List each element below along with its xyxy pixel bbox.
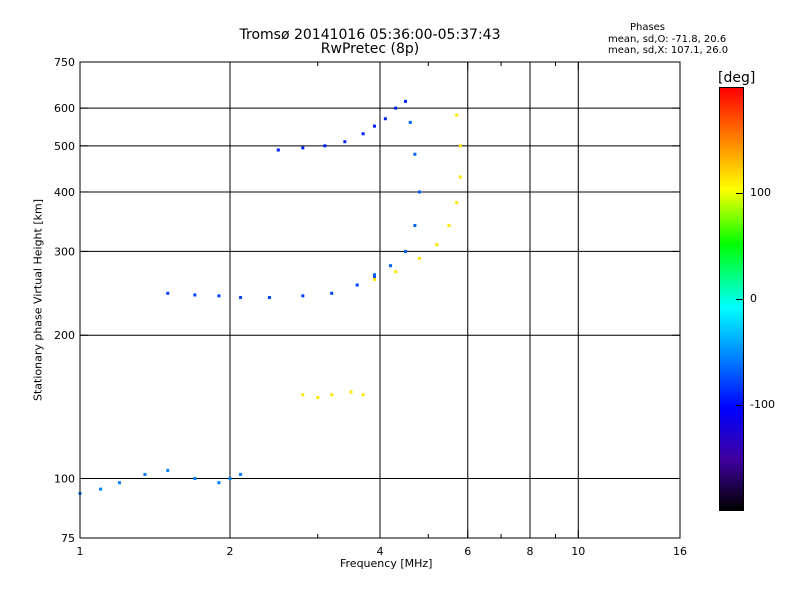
echo-point <box>239 472 243 476</box>
ticks-layer: 1 2 4 6 8 10 16 75 100 200 300 400 500 600 750 <box>54 56 687 558</box>
echo-point <box>408 120 412 124</box>
echo-point <box>394 106 398 110</box>
echo-point <box>458 144 462 148</box>
x-tick-label: 2 <box>227 545 234 558</box>
x-tick-label: 10 <box>571 545 585 558</box>
y-tick-label: 100 <box>54 473 75 486</box>
echo-point <box>228 477 232 481</box>
y-tick-label: 750 <box>54 56 75 69</box>
colorbar-tick <box>736 405 744 406</box>
phases-o-stats: mean, sd,O: -71.8, 20.6 <box>608 34 727 45</box>
echo-point <box>316 395 320 399</box>
echo-point <box>413 224 417 228</box>
x-tick-label: 4 <box>377 545 384 558</box>
echo-point <box>394 270 398 274</box>
echo-point <box>373 277 377 281</box>
echo-point <box>361 132 365 136</box>
echo-point <box>217 481 221 485</box>
colorbar-tick-label: 0 <box>750 292 757 305</box>
colorbar-tick <box>736 299 744 300</box>
y-tick-label: 200 <box>54 329 75 342</box>
echo-point <box>435 243 439 247</box>
y-tick-label: 400 <box>54 186 75 199</box>
chart-subtitle: RwPretec (8p) <box>320 41 420 57</box>
echo-point <box>217 294 221 298</box>
echo-point <box>330 291 334 295</box>
echo-point <box>276 148 280 152</box>
colorbar-tick-label: -100 <box>750 398 775 411</box>
echo-point <box>330 393 334 397</box>
echo-point <box>267 296 271 300</box>
echo-point <box>301 146 305 150</box>
echo-point <box>349 390 353 394</box>
x-axis-label: Frequency [MHz] <box>340 557 433 570</box>
y-tick-label: 600 <box>54 102 75 115</box>
echo-point <box>355 283 359 287</box>
echo-point <box>383 117 387 121</box>
echo-point <box>458 175 462 179</box>
y-tick-label: 75 <box>61 532 75 545</box>
echo-point <box>239 296 243 300</box>
phases-x-stats: mean, sd,X: 107.1, 26.0 <box>608 45 729 56</box>
echo-point <box>166 291 170 295</box>
echo-point <box>373 124 377 128</box>
colorbar-label: [deg] <box>718 70 756 86</box>
echo-point <box>193 477 197 481</box>
echo-point <box>389 264 393 268</box>
echo-point <box>455 113 459 117</box>
echo-point <box>413 152 417 156</box>
echo-point <box>403 249 407 253</box>
echo-point <box>343 140 347 144</box>
echo-point <box>143 472 147 476</box>
y-tick-label: 500 <box>54 140 75 153</box>
x-tick-label: 16 <box>673 545 687 558</box>
echo-point <box>373 275 377 279</box>
echo-point <box>455 201 459 205</box>
colorbar-tick-label: 100 <box>750 186 771 199</box>
echo-point <box>117 481 121 485</box>
grid-layer <box>80 62 680 538</box>
echo-point <box>301 393 305 397</box>
echo-point <box>403 99 407 103</box>
x-tick-label: 1 <box>77 545 84 558</box>
chart-title: Tromsø 20141016 05:36:00-05:37:43 <box>239 27 501 43</box>
y-axis-label: Stationary phase Virtual Height [km] <box>31 198 45 402</box>
echo-point <box>193 293 197 297</box>
echo-point <box>447 224 451 228</box>
phases-heading: Phases <box>629 22 666 33</box>
echo-point <box>323 144 327 148</box>
y-tick-label: 300 <box>54 245 75 258</box>
echo-point <box>301 294 305 298</box>
echo-point <box>166 468 170 472</box>
echo-point <box>99 487 103 491</box>
x-tick-label: 6 <box>464 545 471 558</box>
colorbar-tick <box>736 193 744 194</box>
points-layer <box>78 99 462 496</box>
echo-point <box>373 273 377 277</box>
echo-point <box>361 393 365 397</box>
x-tick-label: 8 <box>527 545 534 558</box>
echo-point <box>417 190 421 194</box>
echo-point <box>417 256 421 260</box>
